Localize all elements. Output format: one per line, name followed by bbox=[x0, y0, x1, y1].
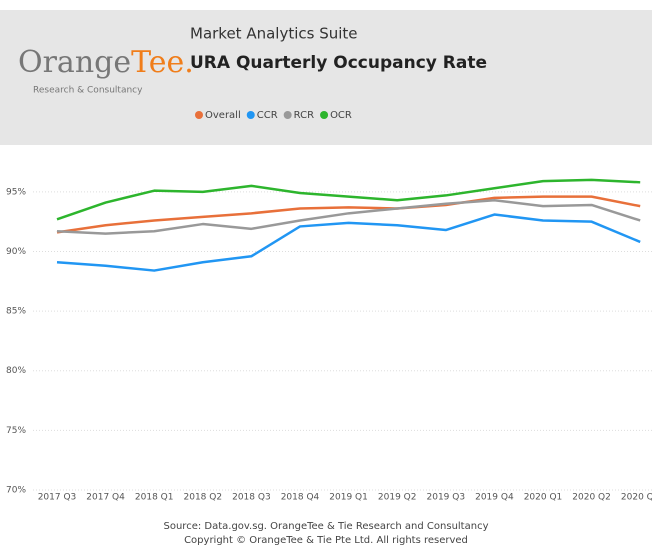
x-tick-label: 2020 Q1 bbox=[524, 493, 563, 503]
legend-marker bbox=[320, 111, 329, 119]
legend-label: OCR bbox=[330, 110, 352, 121]
y-tick-label: 75% bbox=[6, 426, 26, 436]
copyright: Copyright © OrangeTee & Tie Pte Ltd. All… bbox=[184, 535, 468, 546]
legend-label: Overall bbox=[205, 110, 241, 121]
logo-accent: Tee. bbox=[131, 45, 194, 80]
source: Source: Data.gov.sg. OrangeTee & Tie Res… bbox=[164, 521, 489, 532]
legend-marker bbox=[195, 111, 203, 119]
logo-main: Orange bbox=[18, 45, 131, 80]
chart-title: URA Quarterly Occupancy Rate bbox=[190, 53, 487, 73]
suite: Market Analytics Suite bbox=[190, 25, 358, 43]
x-tick-label: 2018 Q2 bbox=[184, 493, 223, 503]
x-tick-label: 2019 Q2 bbox=[378, 493, 417, 503]
series-line bbox=[56, 178, 641, 221]
x-tick-label: 2017 Q3 bbox=[38, 493, 77, 503]
y-tick-label: 85% bbox=[6, 307, 26, 317]
x-tick-label: 2020 Q2 bbox=[572, 493, 611, 503]
x-tick-label: 2017 Q4 bbox=[86, 493, 125, 503]
y-tick-label: 70% bbox=[6, 486, 26, 496]
x-tick-label: 2018 Q4 bbox=[281, 493, 320, 503]
legend-marker bbox=[246, 111, 255, 119]
legend-label: CCR bbox=[257, 110, 278, 121]
x-tick-label: 2019 Q3 bbox=[427, 493, 466, 503]
x-tick-label: 2020 Q3 bbox=[621, 493, 652, 503]
x-tick-label: 2018 Q3 bbox=[232, 493, 271, 503]
legend-label: RCR bbox=[294, 110, 314, 121]
y-tick-label: 80% bbox=[6, 366, 26, 376]
series-line bbox=[56, 195, 641, 234]
y-tick-label: 90% bbox=[6, 247, 26, 257]
series-line bbox=[56, 213, 641, 272]
x-tick-label: 2019 Q1 bbox=[329, 493, 368, 503]
y-tick-label: 95% bbox=[6, 187, 26, 197]
x-tick-label: 2019 Q4 bbox=[475, 493, 514, 503]
header-bg bbox=[0, 10, 652, 145]
logo-tagline: Research & Consultancy bbox=[33, 86, 143, 96]
logo: OrangeTee. bbox=[18, 45, 194, 80]
legend-marker bbox=[283, 111, 292, 119]
series-line bbox=[56, 198, 641, 235]
x-tick-label: 2018 Q1 bbox=[135, 493, 174, 503]
